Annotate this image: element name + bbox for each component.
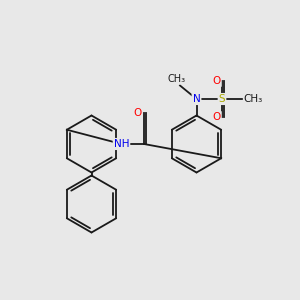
Text: O: O (212, 112, 221, 122)
Text: O: O (212, 76, 221, 86)
Text: CH₃: CH₃ (168, 74, 186, 84)
Text: N: N (193, 94, 200, 104)
Text: CH₃: CH₃ (244, 94, 263, 104)
Text: NH: NH (114, 139, 129, 149)
Text: S: S (219, 94, 225, 104)
Text: O: O (133, 107, 142, 118)
